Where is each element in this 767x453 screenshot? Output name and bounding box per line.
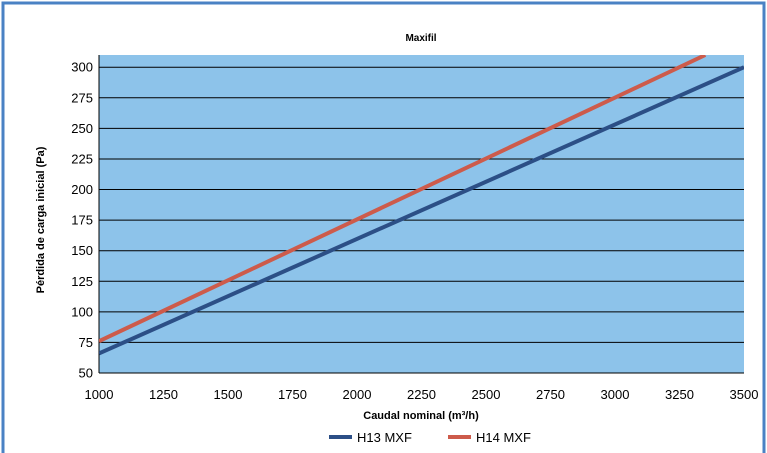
x-tick-label: 3500: [730, 387, 759, 402]
y-tick-label: 125: [71, 274, 93, 289]
chart-title: Maxifil: [405, 33, 436, 44]
series-lines: [99, 55, 744, 356]
y-tick-label: 175: [71, 213, 93, 228]
x-tick-label: 1000: [85, 387, 114, 402]
x-tick-label: 3250: [665, 387, 694, 402]
y-tick-label: 225: [71, 151, 93, 166]
x-tick-label: 2250: [407, 387, 436, 402]
x-tick-label: 1250: [149, 387, 178, 402]
y-tick-label: 150: [71, 243, 93, 258]
x-tick-label: 1750: [278, 387, 307, 402]
y-tick-label: 250: [71, 121, 93, 136]
y-tick-labels: 50 75 100 125 150 175 200 225 250 275 300: [71, 60, 93, 381]
series-line: [99, 55, 707, 344]
y-tick-label: 75: [79, 335, 93, 350]
x-tick-label: 2000: [343, 387, 372, 402]
x-tick-label: 3000: [601, 387, 630, 402]
y-tick-label: 275: [71, 90, 93, 105]
x-tick-label: 2750: [536, 387, 565, 402]
grid-lines: [98, 55, 744, 374]
series-line: [99, 65, 744, 356]
y-axis-label: Pérdida de carga inicial (Pa): [35, 146, 47, 293]
x-tick-label: 2500: [472, 387, 501, 402]
x-tick-label: 1500: [214, 387, 243, 402]
y-tick-label: 300: [71, 60, 93, 75]
y-tick-label: 200: [71, 182, 93, 197]
x-tick-labels: 1000 1250 1500 1750 2000 2250 2500 2750 3000 3250…: [85, 387, 759, 402]
x-axis-label: Caudal nominal (m³/h): [363, 410, 479, 422]
y-tick-label: 50: [79, 366, 93, 381]
y-tick-label: 100: [71, 304, 93, 319]
legend-label: H13 MXF: [357, 430, 412, 445]
plot-area: [99, 55, 744, 373]
legend: H13 MXF H14 MXF: [329, 430, 531, 445]
legend-label: H14 MXF: [476, 430, 531, 445]
